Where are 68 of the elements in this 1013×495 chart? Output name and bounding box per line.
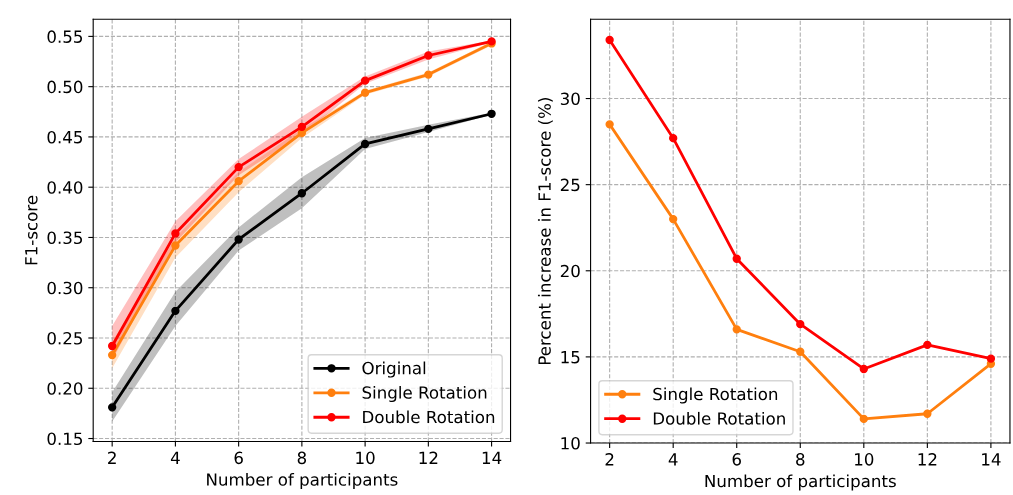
legend-label: Single Rotation: [362, 385, 487, 403]
x-axis-title: Number of participants: [207, 472, 398, 490]
x-tick-label: 12: [419, 451, 438, 464]
x-tick-label: 10: [356, 451, 375, 465]
x-tick-label: 8: [796, 453, 805, 466]
point: [424, 51, 433, 60]
point: [234, 235, 243, 244]
legend-label: Double Rotation: [653, 411, 785, 425]
point: [732, 325, 741, 334]
y-tick-label: 25: [560, 178, 580, 192]
point: [234, 176, 243, 186]
point: [732, 254, 741, 263]
y-tick-label: 20: [560, 264, 580, 278]
y-tick-label: 0.45: [47, 130, 83, 144]
y-axis-title: F1-score: [25, 195, 38, 265]
y-axis-title: Percent increase in F1-score (%): [537, 98, 553, 365]
point: [923, 409, 932, 418]
y-tick-label: 0.50: [47, 80, 83, 94]
point: [669, 214, 678, 224]
point: [424, 70, 433, 79]
y-tick-label: 0.20: [47, 382, 83, 395]
point: [796, 347, 805, 356]
x-tick-label: 4: [668, 453, 678, 466]
point: [360, 88, 370, 97]
y-tick-label: 0.25: [47, 331, 83, 345]
x-tick-label: 2: [605, 453, 614, 466]
point: [923, 340, 932, 350]
y-tick-label: 15: [561, 351, 580, 364]
point: [171, 241, 180, 250]
x-axis-title: Number of participants: [705, 474, 896, 491]
point: [297, 189, 307, 198]
x-tick-label: 4: [170, 451, 180, 464]
point: [171, 229, 180, 238]
x-tick-label: 14: [982, 453, 1001, 466]
legend-label: Original: [362, 361, 426, 378]
point: [171, 306, 180, 316]
point: [859, 414, 868, 424]
legend-label: Double Rotation: [363, 410, 495, 424]
point: [424, 124, 433, 134]
point: [986, 354, 996, 363]
x-tick-label: 10: [855, 453, 874, 466]
y-tick-label: 0.35: [47, 231, 83, 245]
point: [234, 162, 243, 172]
point: [297, 122, 307, 132]
y-tick-label: 0.40: [47, 181, 83, 194]
point: [669, 133, 678, 143]
point: [360, 76, 370, 85]
point: [605, 120, 614, 129]
x-tick-label: 6: [234, 451, 243, 465]
y-tick-label: 10: [561, 436, 580, 450]
y-tick-label: 0.15: [47, 432, 83, 446]
point: [796, 320, 805, 329]
x-tick-label: 12: [918, 453, 937, 466]
legend-label: Single Rotation: [653, 387, 778, 404]
point: [605, 35, 614, 45]
x-tick-label: 14: [482, 451, 502, 464]
x-tick-label: 8: [297, 451, 307, 465]
x-tick-label: 6: [732, 453, 741, 466]
point: [859, 364, 868, 374]
point: [487, 109, 496, 118]
point: [107, 350, 117, 360]
y-tick-label: 0.55: [47, 30, 83, 43]
point: [107, 341, 117, 351]
y-tick-label: 30: [560, 92, 580, 106]
point: [360, 139, 370, 149]
x-tick-label: 2: [108, 451, 116, 464]
point: [107, 403, 117, 412]
y-tick-label: 0.30: [47, 281, 83, 295]
